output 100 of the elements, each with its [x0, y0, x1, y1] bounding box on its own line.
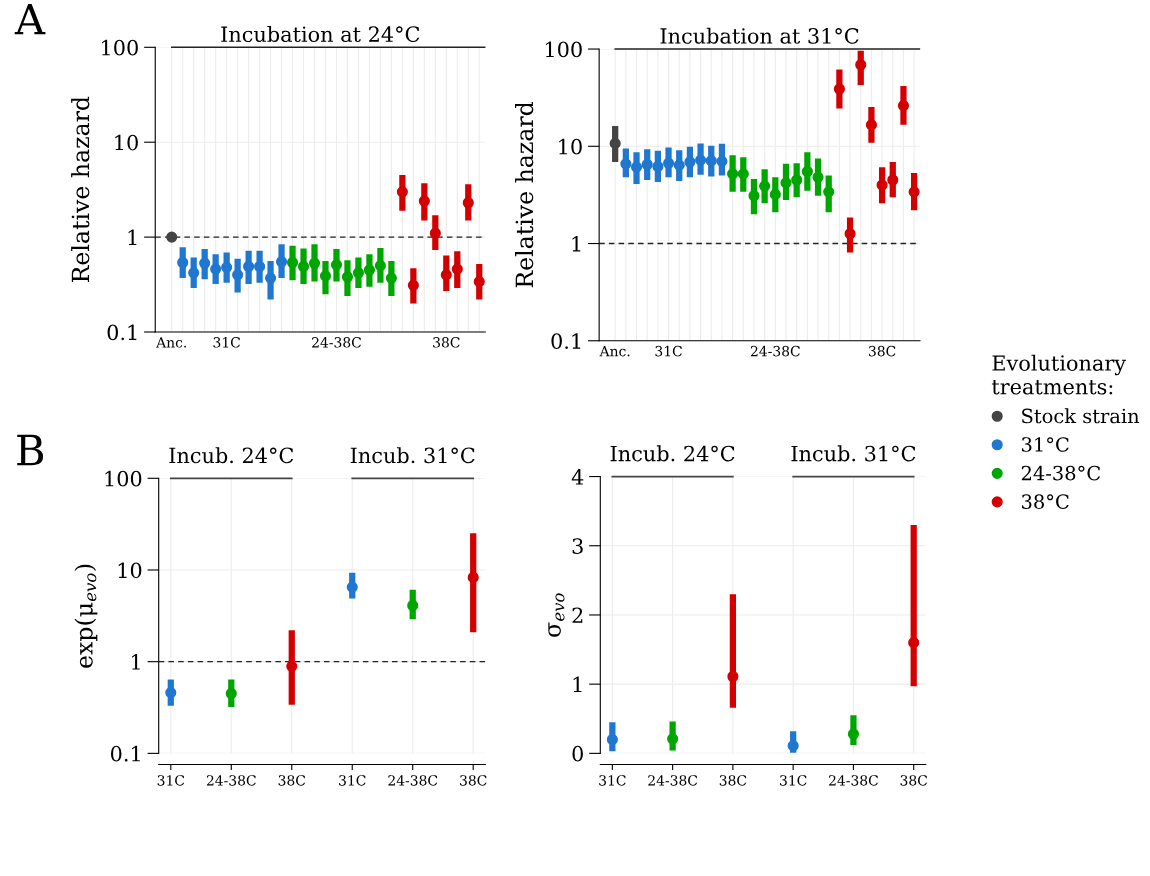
point — [254, 260, 266, 273]
y-tick-label: 0 — [572, 745, 583, 762]
y-tick-label: 3 — [572, 538, 583, 554]
legend-title: Evolutionary treatments: — [991, 354, 1127, 395]
point — [695, 154, 707, 166]
x-tick-label: 31C — [655, 345, 682, 357]
y-axis-title: exp(μ$_{evo}$) — [74, 564, 98, 668]
point — [166, 231, 178, 243]
point — [418, 195, 430, 207]
point — [374, 260, 386, 272]
text: Incub. 24°C — [610, 445, 735, 462]
point — [243, 260, 255, 273]
y-tick-label: 0.1 — [110, 745, 140, 762]
point — [363, 264, 375, 276]
y-tick-label: 10 — [118, 562, 142, 579]
y-tick-label: 100 — [545, 41, 582, 58]
y-tick-label: 10 — [559, 138, 582, 155]
point — [462, 197, 474, 209]
point — [330, 259, 343, 271]
point — [265, 272, 277, 284]
legend-label: 24-38°C — [1021, 465, 1101, 481]
x-tick-label: 24-38C — [648, 775, 698, 786]
point — [662, 157, 675, 169]
point — [177, 256, 189, 269]
point — [451, 263, 463, 275]
y-tick-label: 1 — [128, 229, 137, 246]
point — [620, 158, 632, 170]
point — [667, 733, 679, 745]
x-tick-label: 24-38C — [388, 775, 438, 786]
point — [791, 174, 803, 186]
point — [352, 267, 364, 279]
point — [865, 119, 877, 131]
point — [286, 660, 298, 672]
point — [823, 186, 835, 198]
x-tick-label: 31C — [599, 775, 626, 786]
text: Incub. 31°C — [350, 447, 475, 464]
point — [199, 257, 211, 269]
point — [440, 269, 452, 281]
y-axis-title: Relative hazard — [515, 101, 534, 288]
text: B — [17, 434, 44, 466]
point — [844, 228, 856, 240]
point — [887, 174, 899, 186]
x-tick-label: 38C — [869, 345, 896, 357]
point — [210, 263, 222, 275]
point — [606, 733, 618, 746]
x-tick-label: Anc. — [599, 346, 630, 357]
x-tick-label: 38C — [460, 775, 487, 786]
point — [684, 156, 696, 168]
point — [748, 190, 760, 202]
text: Incub. 31°C — [791, 445, 916, 462]
point — [407, 599, 419, 612]
point — [787, 740, 799, 752]
x-tick-label: 38C — [278, 775, 306, 786]
point — [396, 186, 408, 198]
x-tick-label: 38C — [900, 775, 928, 786]
point — [876, 179, 888, 191]
x-tick-label: 24-38C — [206, 775, 256, 786]
x-tick-label: 24-38C — [750, 345, 800, 357]
point — [847, 728, 859, 740]
point — [319, 270, 332, 282]
legend-label: 38°C — [1022, 494, 1069, 509]
y-tick-label: 10 — [115, 134, 138, 151]
point — [407, 279, 419, 291]
y-tick-label: 1 — [132, 654, 140, 670]
y-tick-label: 100 — [102, 39, 138, 56]
x-tick-label: 31C — [213, 337, 240, 348]
y-tick-label: 2 — [572, 607, 583, 623]
point — [276, 256, 288, 268]
x-tick-label: 24-38C — [829, 775, 878, 786]
y-axis-title: Relative hazard — [71, 96, 90, 283]
point — [232, 269, 244, 281]
point — [908, 186, 920, 198]
point — [429, 227, 441, 239]
point — [308, 257, 321, 269]
point — [855, 59, 867, 71]
x-tick-label: 31C — [339, 775, 366, 786]
point — [897, 100, 910, 112]
x-tick-label: 24-38C — [312, 337, 361, 348]
y-tick-label: 1 — [573, 676, 582, 693]
y-tick-label: 4 — [571, 469, 584, 485]
x-tick-label: 38C — [433, 337, 460, 348]
point — [225, 687, 237, 700]
point — [727, 168, 739, 180]
y-tick-label: 0.1 — [551, 333, 581, 349]
legend-label: 31°C — [1022, 437, 1069, 452]
point — [341, 271, 354, 283]
point — [908, 637, 920, 649]
point — [473, 276, 485, 288]
point — [737, 168, 749, 180]
point — [833, 83, 845, 95]
x-tick-label: 38C — [719, 775, 747, 786]
y-tick-label: 100 — [105, 470, 142, 487]
legend-label: Stock strain — [1022, 408, 1140, 424]
point — [286, 256, 299, 269]
y-axis-title: σ$_{evo}$ — [548, 593, 565, 637]
point — [759, 180, 771, 192]
point — [780, 177, 792, 189]
chart-title: Incubation at 24°C — [221, 25, 420, 43]
x-tick-label: Anc. — [156, 337, 187, 348]
x-tick-label: 31C — [157, 775, 185, 786]
